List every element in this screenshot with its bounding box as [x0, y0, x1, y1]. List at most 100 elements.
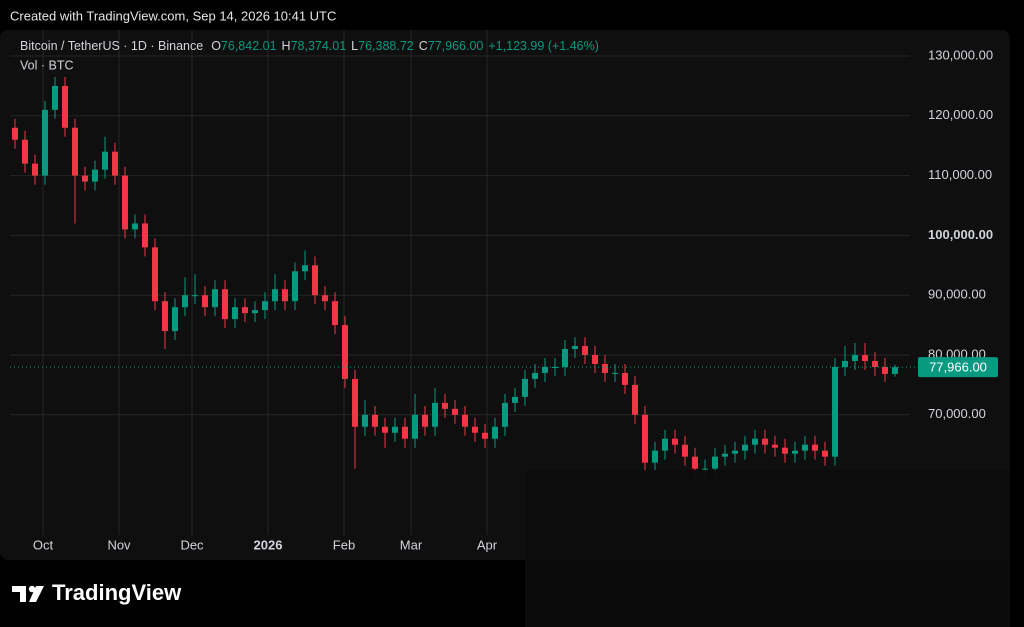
candle-body — [542, 366, 548, 373]
candle-body — [112, 151, 118, 176]
y-tick-label: 130,000.00 — [928, 47, 993, 62]
candle-body — [322, 295, 328, 302]
candle-body — [422, 414, 428, 427]
candle-body — [382, 426, 388, 433]
candle-body — [592, 355, 598, 364]
x-tick-label: Oct — [33, 537, 54, 552]
candle-body — [22, 139, 28, 164]
candle-body — [212, 289, 218, 308]
candle-body — [512, 396, 518, 403]
candle-body — [362, 414, 368, 427]
caption: Created with TradingView.com, Sep 14, 20… — [10, 8, 336, 23]
x-tick-label: Apr — [477, 537, 498, 552]
candle-body — [402, 426, 408, 439]
candle-body — [872, 360, 878, 367]
candle-body — [312, 265, 318, 296]
legend-text: O — [211, 39, 221, 53]
candle-body — [552, 366, 558, 368]
y-tick-label: 120,000.00 — [928, 107, 993, 122]
candle-body — [282, 289, 288, 302]
candle-body — [442, 402, 448, 409]
candle-body — [32, 163, 38, 176]
candle-body — [572, 346, 578, 350]
legend-text: 77,966.00 — [428, 39, 484, 53]
candle-body — [142, 223, 148, 248]
candle-body — [272, 289, 278, 302]
candle-body — [242, 307, 248, 314]
candle-body — [822, 450, 828, 457]
legend-text: Bitcoin / TetherUS · 1D · Binance — [20, 39, 203, 53]
candle-body — [152, 247, 158, 302]
watermark-blur — [525, 470, 1010, 627]
candle-body — [802, 444, 808, 451]
last-price-tag — [918, 357, 998, 378]
candle-body — [782, 447, 788, 454]
candle-body — [682, 444, 688, 457]
candle-body — [222, 289, 228, 320]
x-tick-label: 2026 — [254, 537, 283, 552]
candle-body — [202, 295, 208, 308]
candle-body — [662, 438, 668, 451]
candle-body — [72, 127, 78, 176]
candle-body — [712, 456, 718, 469]
x-tick-label: Feb — [333, 537, 355, 552]
candle-body — [92, 169, 98, 182]
candle-body — [62, 85, 68, 128]
brand-logo: TradingView — [12, 580, 182, 605]
candle-body — [182, 295, 188, 308]
candle-body — [332, 301, 338, 326]
legend-text: 78,374.01 — [291, 39, 347, 53]
legend-header: Bitcoin / TetherUS · 1D · Binance O76,842… — [20, 39, 599, 53]
candle-body — [162, 301, 168, 332]
candle-body — [472, 426, 478, 433]
candle-body — [722, 453, 728, 457]
volume-label: Vol · BTC — [20, 58, 74, 72]
y-tick-label: 110,000.00 — [928, 167, 992, 182]
candle-body — [292, 271, 298, 302]
candle-body — [82, 175, 88, 182]
legend-text: L — [351, 39, 358, 53]
candle-body — [792, 450, 798, 454]
candles — [10, 76, 918, 478]
candle-body — [52, 85, 58, 110]
candle-body — [852, 355, 858, 361]
legend-text: +1,123.99 (+1.46%) — [488, 39, 599, 53]
candle-body — [172, 307, 178, 332]
candle-body — [612, 372, 618, 374]
y-tick-label: 90,000.00 — [928, 287, 986, 302]
candle-body — [522, 378, 528, 397]
legend-text: H — [282, 39, 291, 53]
legend-text: 76,388.72 — [358, 39, 414, 53]
candle-body — [452, 408, 458, 415]
candle-body — [652, 450, 658, 463]
legend-text: 76,842.01 — [221, 39, 277, 53]
brand-name: TradingView — [52, 580, 182, 605]
candle-body — [42, 109, 48, 176]
candle-body — [762, 438, 768, 445]
logo-mark — [28, 585, 36, 593]
candle-body — [502, 402, 508, 427]
candle-body — [412, 414, 418, 439]
candle-body — [252, 310, 258, 314]
candle-body — [302, 265, 308, 272]
candle-body — [842, 360, 848, 367]
candle-body — [632, 384, 638, 415]
candle-body — [752, 438, 758, 445]
y-tick-label: 100,000.00 — [928, 227, 993, 242]
candle-body — [532, 372, 538, 379]
candle-body — [232, 307, 238, 320]
candle-body — [692, 456, 698, 469]
candle-body — [352, 378, 358, 427]
candle-body — [102, 151, 108, 170]
candle-body — [392, 426, 398, 433]
legend-text: C — [419, 39, 428, 53]
candle-body — [732, 450, 738, 454]
candle-body — [702, 468, 708, 470]
candle-body — [562, 349, 568, 367]
x-tick-label: Mar — [400, 537, 423, 552]
candle-body — [812, 444, 818, 451]
candle-body — [132, 223, 138, 230]
candle-body — [462, 414, 468, 427]
candle-body — [482, 432, 488, 439]
